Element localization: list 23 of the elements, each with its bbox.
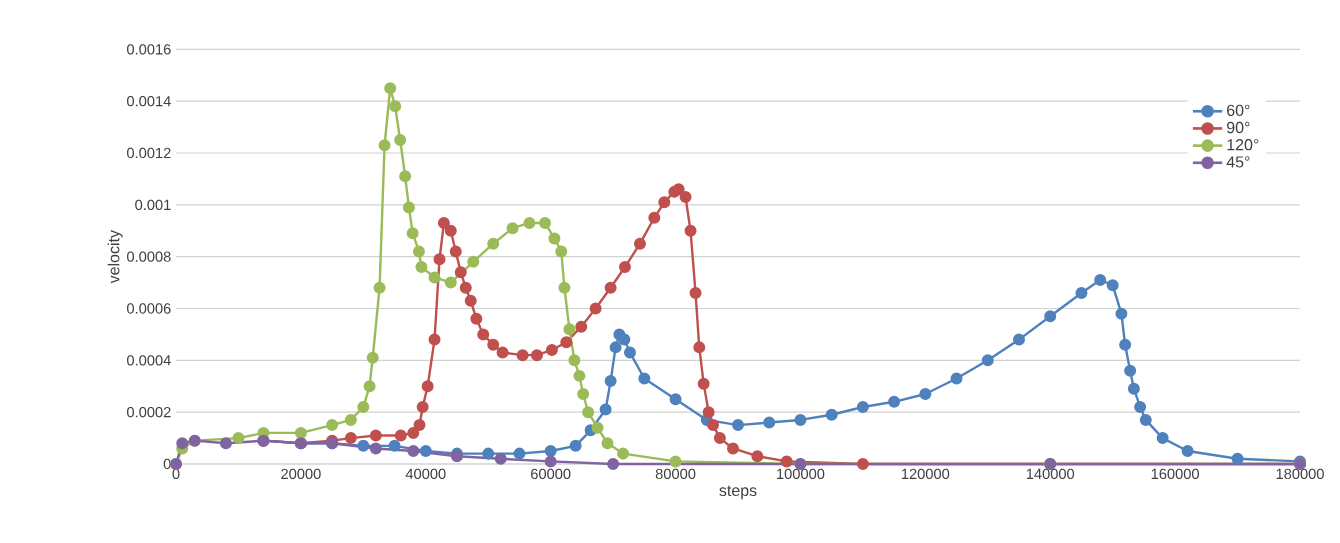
x-tick-label: 140000: [1026, 468, 1075, 480]
legend-label: 45°: [1226, 156, 1250, 168]
y-axis-title: velocity: [107, 230, 123, 284]
x-tick-label: 180000: [1276, 468, 1324, 480]
legend-label: 90°: [1227, 122, 1250, 134]
x-tick-label: 20000: [281, 468, 321, 480]
y-tick-label: 0.0004: [127, 355, 171, 366]
y-tick-label: 0.0006: [127, 303, 171, 314]
x-tick-label: 160000: [1151, 468, 1199, 480]
y-tick-label: 0.0012: [127, 147, 171, 159]
y-tick-label: 0.0014: [127, 96, 171, 107]
y-tick-label: 0.0008: [127, 251, 171, 263]
y-tick-label: 0.0002: [127, 407, 171, 418]
x-axis-title: steps: [719, 485, 757, 500]
x-tick-label: 100000: [777, 468, 825, 480]
x-tick-label: 120000: [901, 468, 950, 480]
x-tick-label: 80000: [655, 468, 696, 480]
legend-label: 120°: [1227, 139, 1259, 151]
y-tick-label: 0.0016: [127, 44, 171, 55]
x-tick-label: 60000: [531, 468, 571, 480]
legend-label: 60°: [1227, 104, 1250, 117]
y-tick-label: 0.001: [135, 199, 171, 211]
x-tick-label: 40000: [405, 468, 446, 480]
